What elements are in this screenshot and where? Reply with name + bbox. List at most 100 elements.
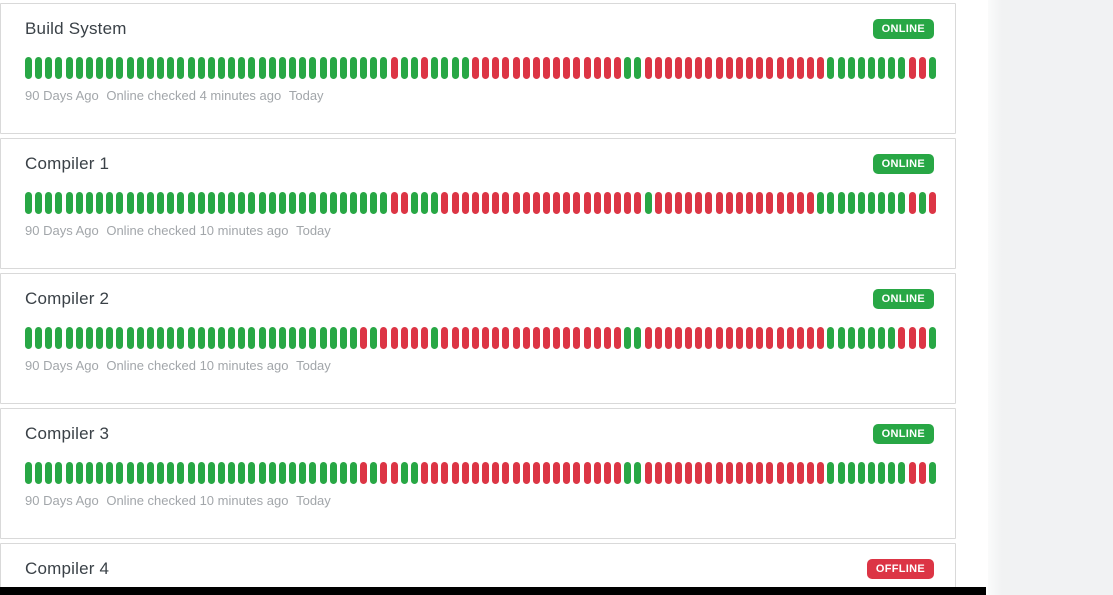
uptime-bar-online <box>289 462 297 484</box>
uptime-bar-online <box>157 57 165 79</box>
uptime-bar-offline <box>573 462 581 484</box>
uptime-caption: 90 Days Ago Online checked 4 minutes ago… <box>25 88 934 104</box>
uptime-bar-online <box>339 327 347 349</box>
uptime-bar-offline <box>583 462 591 484</box>
uptime-bar-offline <box>807 462 815 484</box>
uptime-bar-offline <box>532 192 540 214</box>
uptime-bar-offline <box>898 327 906 349</box>
uptime-bar-online <box>898 57 906 79</box>
uptime-bar-online <box>85 327 93 349</box>
uptime-bar-offline <box>512 462 520 484</box>
uptime-bar-offline <box>685 57 693 79</box>
last-checked-label: Online checked 10 minutes ago <box>106 358 289 373</box>
uptime-bar-online <box>878 57 886 79</box>
uptime-bar-online <box>837 192 845 214</box>
uptime-bar-offline <box>502 192 510 214</box>
uptime-bar-offline <box>624 192 632 214</box>
uptime-bar-offline <box>695 327 703 349</box>
uptime-bar-online <box>45 327 53 349</box>
uptime-bar-online <box>65 57 73 79</box>
uptime-bar-online <box>65 327 73 349</box>
uptime-bar-online <box>857 327 865 349</box>
uptime-bar-online <box>217 462 225 484</box>
uptime-bar-offline <box>492 327 500 349</box>
status-badge: ONLINE <box>872 154 934 174</box>
uptime-bar-offline <box>603 327 611 349</box>
uptime-bar-online <box>45 192 53 214</box>
uptime-bar-offline <box>766 327 774 349</box>
uptime-bar-offline <box>685 327 693 349</box>
uptime-bar-offline <box>573 327 581 349</box>
uptime-bar-offline <box>614 192 622 214</box>
uptime-bar-offline <box>746 327 754 349</box>
uptime-bar-online <box>624 57 632 79</box>
uptime-bar-online <box>75 57 83 79</box>
uptime-bar-online <box>55 462 63 484</box>
status-badge: OFFLINE <box>866 559 934 579</box>
uptime-bar-offline <box>532 57 540 79</box>
uptime-bar-online <box>827 327 835 349</box>
range-start-label: 90 Days Ago <box>25 88 99 103</box>
uptime-bar-offline <box>492 192 500 214</box>
uptime-bar-offline <box>421 57 429 79</box>
uptime-bar-offline <box>705 462 713 484</box>
uptime-bar-offline <box>614 57 622 79</box>
service-card-header: Compiler 2 ONLINE <box>25 287 934 311</box>
uptime-bar-online <box>228 192 236 214</box>
uptime-bar-online <box>116 327 124 349</box>
uptime-bar-online <box>360 192 368 214</box>
uptime-bar-online <box>217 192 225 214</box>
range-end-label: Today <box>288 88 324 103</box>
uptime-bar-offline <box>664 57 672 79</box>
uptime-bar-offline <box>715 57 723 79</box>
uptime-bar-offline <box>685 462 693 484</box>
uptime-bar-offline <box>664 327 672 349</box>
uptime-bar-online <box>167 462 175 484</box>
uptime-bar-offline <box>492 462 500 484</box>
uptime-bar-offline <box>573 192 581 214</box>
uptime-bar-online <box>157 327 165 349</box>
uptime-bar-online <box>126 462 134 484</box>
uptime-bar-offline <box>573 57 581 79</box>
uptime-bar-online <box>837 327 845 349</box>
uptime-bar-online <box>177 462 185 484</box>
uptime-bar-online <box>857 462 865 484</box>
uptime-bar-online <box>309 192 317 214</box>
uptime-bar-offline <box>746 462 754 484</box>
uptime-bar-offline <box>360 327 368 349</box>
uptime-bar-online <box>197 327 205 349</box>
uptime-bar-online <box>857 192 865 214</box>
uptime-bar-online <box>289 57 297 79</box>
uptime-bar-offline <box>918 462 926 484</box>
uptime-bar-online <box>35 462 43 484</box>
uptime-bar-online <box>136 327 144 349</box>
uptime-bar-offline <box>664 192 672 214</box>
uptime-bar-online <box>867 327 875 349</box>
uptime-bar-online <box>431 327 439 349</box>
uptime-bar-online <box>197 57 205 79</box>
uptime-bar-online <box>278 462 286 484</box>
uptime-bar-online <box>167 57 175 79</box>
uptime-bar-offline <box>654 192 662 214</box>
uptime-bar-offline <box>471 57 479 79</box>
uptime-bar-offline <box>817 462 825 484</box>
uptime-bar-online <box>431 57 439 79</box>
uptime-bar-online <box>258 192 266 214</box>
uptime-bar-offline <box>512 192 520 214</box>
uptime-bar-offline <box>675 192 682 214</box>
uptime-bar-online <box>847 57 855 79</box>
uptime-bar-offline <box>735 327 743 349</box>
uptime-bar-online <box>928 327 936 349</box>
uptime-bar-offline <box>471 192 479 214</box>
uptime-bar-offline <box>756 57 764 79</box>
uptime-bar-online <box>380 57 388 79</box>
uptime-bar-offline <box>786 327 794 349</box>
desktop-side-strip <box>988 0 1113 595</box>
uptime-bar-offline <box>522 327 530 349</box>
uptime-bar-online <box>207 57 215 79</box>
service-title: Compiler 2 <box>25 289 110 308</box>
uptime-bar-offline <box>492 57 500 79</box>
uptime-bar-offline <box>735 462 743 484</box>
uptime-bar-online <box>258 462 266 484</box>
uptime-bar-offline <box>471 462 479 484</box>
